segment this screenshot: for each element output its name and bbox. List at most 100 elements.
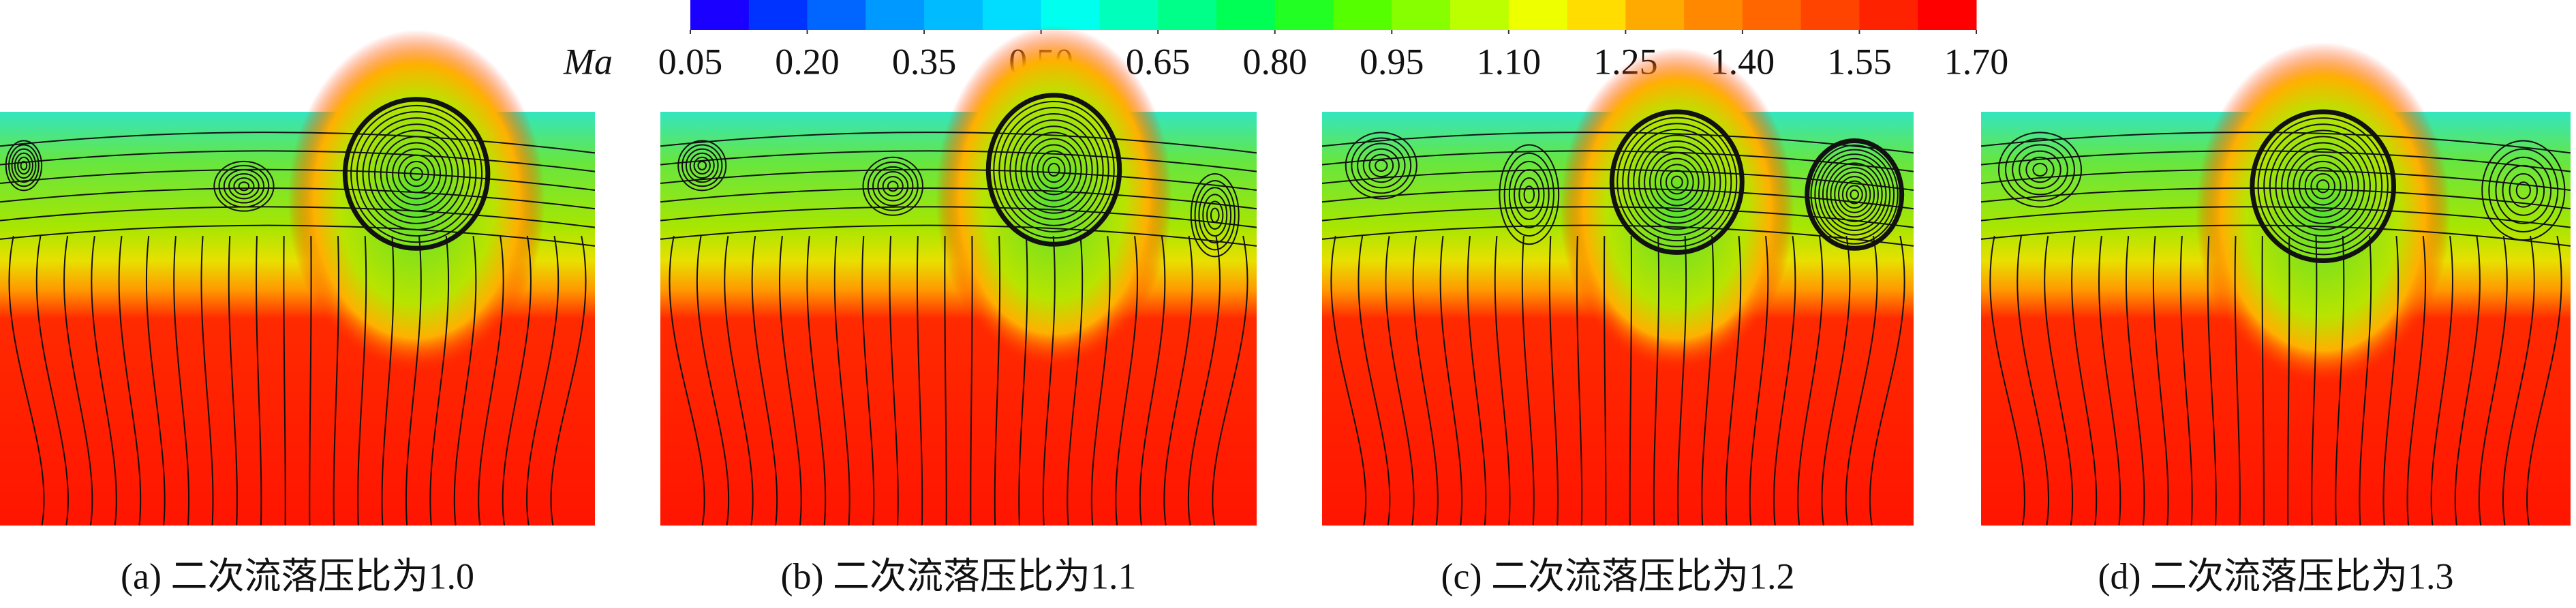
vortex-ring bbox=[2304, 166, 2342, 206]
vortex-ring bbox=[1004, 113, 1104, 226]
vortex-ring bbox=[1627, 128, 1727, 236]
vortex-ring bbox=[2019, 150, 2061, 189]
vortex-ring bbox=[2488, 148, 2559, 233]
vortex-ring bbox=[2263, 123, 2383, 249]
vortex-ring bbox=[1357, 142, 1406, 189]
vortex-ring bbox=[998, 106, 1109, 233]
streamline bbox=[429, 235, 450, 526]
streamline bbox=[1653, 236, 1660, 526]
streamline bbox=[660, 187, 1257, 210]
colorbar-segment bbox=[1625, 0, 1685, 30]
streamline bbox=[173, 236, 190, 526]
streamline bbox=[550, 235, 587, 526]
vortex-ring bbox=[1210, 207, 1220, 223]
streamline bbox=[0, 168, 596, 191]
vortex-ring bbox=[368, 123, 465, 224]
vortex-ring bbox=[1503, 152, 1554, 237]
streamline bbox=[660, 168, 1257, 191]
streamline bbox=[478, 235, 504, 526]
colorbar-label: Ma bbox=[563, 41, 613, 82]
streamline bbox=[0, 224, 596, 247]
streamline bbox=[0, 187, 596, 210]
streamline bbox=[256, 236, 262, 526]
colorbar-tick-label: 1.70 bbox=[1944, 41, 2009, 82]
vortex-ring bbox=[380, 136, 453, 212]
vortex-ring bbox=[238, 181, 250, 192]
streamline bbox=[8, 235, 45, 526]
streamline bbox=[357, 236, 367, 526]
streamline bbox=[200, 236, 214, 526]
vortex-ring bbox=[1838, 176, 1871, 213]
streamline bbox=[333, 236, 339, 526]
streamline bbox=[2526, 235, 2562, 526]
streamline bbox=[2311, 236, 2318, 526]
panel-caption: (b) 二次流落压比为1.1 bbox=[781, 556, 1137, 596]
streamline bbox=[1494, 236, 1511, 526]
vortex-ring bbox=[2281, 142, 2365, 230]
streamline bbox=[453, 235, 477, 526]
vortex-ring bbox=[1845, 185, 1863, 204]
streamline bbox=[1412, 235, 1439, 526]
vortex-ring bbox=[1198, 187, 1232, 244]
streamline bbox=[2502, 235, 2535, 526]
vortex-ring bbox=[223, 168, 265, 204]
vortex-ring bbox=[2502, 164, 2545, 216]
streamline bbox=[0, 206, 596, 228]
colorbar-segment bbox=[1041, 0, 1100, 30]
streamline bbox=[1797, 235, 1824, 526]
vortex-ring bbox=[20, 160, 28, 170]
streamline bbox=[2044, 235, 2074, 526]
vortex-ring bbox=[1616, 117, 1738, 247]
streamline bbox=[1989, 235, 2025, 526]
vortex-ring bbox=[1649, 152, 1705, 213]
vortex-ring bbox=[1659, 164, 1694, 200]
flow-panel bbox=[1980, 42, 2571, 526]
vortex-ring bbox=[362, 117, 471, 230]
panel-caption: (a) 二次流落压比为1.0 bbox=[121, 556, 474, 596]
vortex-ring bbox=[677, 140, 727, 192]
colorbar-segment bbox=[1567, 0, 1626, 30]
vortex-ring bbox=[1362, 148, 1400, 183]
vortex-ring bbox=[689, 152, 715, 179]
colorbar-segment bbox=[748, 0, 808, 30]
vortex-ring bbox=[228, 173, 260, 200]
vortex-ring bbox=[1814, 149, 1895, 241]
streamline bbox=[1548, 236, 1559, 526]
vortex-field bbox=[2195, 42, 2451, 385]
streamline bbox=[1139, 235, 1166, 526]
vortex-ring bbox=[1670, 175, 1683, 189]
colorbar-segment bbox=[1333, 0, 1392, 30]
vortex-ring bbox=[693, 156, 711, 175]
vortex-ring bbox=[1665, 169, 1689, 195]
streamline bbox=[1187, 235, 1221, 526]
streamline bbox=[2406, 235, 2427, 526]
vortex-ring bbox=[218, 164, 270, 208]
colorbar-segment bbox=[807, 0, 866, 30]
streamline bbox=[669, 235, 705, 526]
vortex-ring bbox=[213, 160, 275, 212]
streamline bbox=[1521, 236, 1535, 526]
flow-panel bbox=[1321, 47, 1914, 526]
vortex-ring bbox=[1375, 159, 1388, 172]
streamline bbox=[916, 236, 923, 526]
colorbar-segment bbox=[1274, 0, 1334, 30]
streamline bbox=[1980, 206, 2571, 228]
vortex-ring bbox=[867, 161, 919, 211]
streamline bbox=[1677, 236, 1687, 526]
streamline bbox=[1725, 236, 1742, 526]
vortex-ring bbox=[1009, 119, 1099, 220]
colorbar-segment bbox=[1742, 0, 1802, 30]
vortex-ring bbox=[1190, 173, 1240, 258]
streamline bbox=[1358, 235, 1391, 526]
flow-panel bbox=[660, 25, 1257, 526]
vortex-ring bbox=[872, 166, 914, 207]
vortex-ring bbox=[2481, 140, 2566, 241]
vortex-ring bbox=[11, 148, 37, 183]
vortex-ring bbox=[1368, 153, 1394, 178]
colorbar-tick-label: 0.80 bbox=[1242, 41, 1307, 82]
vortex-ring bbox=[1841, 180, 1867, 209]
colorbar-segment bbox=[1099, 0, 1159, 30]
colorbar-segment bbox=[1216, 0, 1276, 30]
vortex-ring bbox=[862, 156, 923, 216]
vortex-ring bbox=[2275, 136, 2371, 237]
